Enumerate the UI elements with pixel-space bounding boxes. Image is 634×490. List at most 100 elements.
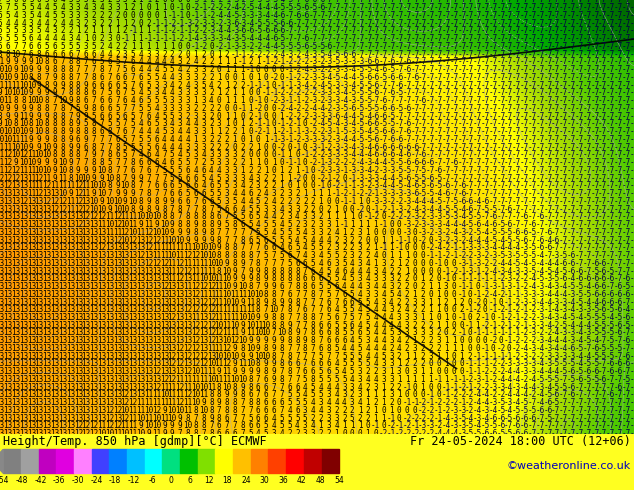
- Text: -7: -7: [598, 143, 607, 151]
- Text: -7: -7: [583, 112, 592, 121]
- Text: -4: -4: [559, 336, 568, 345]
- Text: 5: 5: [186, 189, 190, 198]
- Text: 7: 7: [178, 429, 183, 438]
- Text: 8: 8: [233, 259, 237, 268]
- Text: 2: 2: [428, 321, 433, 330]
- Text: 9: 9: [233, 367, 237, 376]
- Text: -7: -7: [630, 414, 634, 423]
- Text: -3: -3: [309, 112, 318, 121]
- Text: -3: -3: [520, 367, 529, 376]
- Text: 3: 3: [224, 197, 230, 206]
- Text: 1: 1: [381, 398, 386, 407]
- Text: 3: 3: [201, 135, 206, 144]
- Text: 5: 5: [29, 0, 34, 4]
- Text: 10: 10: [97, 189, 107, 198]
- Text: 1: 1: [413, 290, 417, 299]
- Text: 13: 13: [105, 328, 114, 338]
- Text: 6: 6: [107, 57, 112, 67]
- Text: 11: 11: [160, 236, 169, 245]
- Text: 0: 0: [451, 352, 456, 361]
- Text: 9: 9: [53, 158, 57, 167]
- Text: -2: -2: [527, 313, 537, 322]
- Text: 4: 4: [186, 120, 190, 128]
- Text: 2: 2: [248, 120, 253, 128]
- Text: -3: -3: [488, 251, 498, 260]
- Text: 9: 9: [264, 336, 268, 345]
- Text: 5: 5: [107, 120, 112, 128]
- Text: 7: 7: [84, 73, 88, 82]
- Text: 12: 12: [160, 375, 169, 384]
- Text: 5: 5: [154, 73, 159, 82]
- Text: 8: 8: [60, 120, 65, 128]
- Text: 3: 3: [428, 352, 433, 361]
- Text: 6: 6: [280, 398, 284, 407]
- Text: 6: 6: [287, 360, 292, 368]
- Text: -7: -7: [418, 88, 427, 98]
- Text: 13: 13: [97, 352, 107, 361]
- Text: 8: 8: [201, 414, 206, 423]
- Text: 12: 12: [97, 212, 107, 221]
- Text: 3: 3: [334, 414, 339, 423]
- Text: 1: 1: [420, 375, 425, 384]
- Text: -7: -7: [496, 173, 505, 183]
- Text: 2: 2: [100, 11, 104, 20]
- Text: 4: 4: [373, 305, 378, 314]
- Text: 5: 5: [358, 297, 363, 307]
- Text: -7: -7: [441, 197, 451, 206]
- Text: 13: 13: [89, 274, 98, 283]
- Text: 9: 9: [233, 267, 237, 275]
- Text: 13: 13: [82, 282, 91, 291]
- Text: -7: -7: [551, 26, 560, 35]
- Text: -7: -7: [598, 429, 607, 438]
- Text: -7: -7: [481, 135, 490, 144]
- Text: -7: -7: [614, 259, 623, 268]
- Text: 9: 9: [271, 282, 276, 291]
- Text: 5: 5: [44, 42, 49, 51]
- Text: -6: -6: [316, 3, 325, 12]
- Text: 2: 2: [92, 11, 96, 20]
- Text: 11: 11: [246, 297, 255, 307]
- Text: 13: 13: [97, 297, 107, 307]
- Text: 0: 0: [264, 158, 268, 167]
- Text: -6: -6: [543, 228, 552, 237]
- Text: 5: 5: [13, 34, 18, 43]
- Polygon shape: [0, 449, 3, 473]
- Text: -2: -2: [214, 0, 224, 4]
- Text: 11: 11: [214, 313, 224, 322]
- Text: -6: -6: [512, 228, 521, 237]
- Text: -1: -1: [543, 305, 552, 314]
- Text: 2: 2: [209, 120, 214, 128]
- Text: 10: 10: [11, 88, 20, 98]
- Text: -5: -5: [418, 189, 427, 198]
- Text: -5: -5: [246, 3, 255, 12]
- Text: 1: 1: [358, 406, 363, 415]
- Text: -5: -5: [543, 414, 552, 423]
- Text: -2: -2: [418, 429, 427, 438]
- Text: -7: -7: [379, 49, 388, 59]
- Text: 2: 2: [209, 104, 214, 113]
- Text: 0: 0: [428, 383, 433, 392]
- Text: 6: 6: [264, 391, 268, 399]
- Text: 3: 3: [115, 0, 120, 4]
- Text: -7: -7: [418, 19, 427, 28]
- Text: -5: -5: [410, 173, 420, 183]
- Text: 6: 6: [327, 360, 331, 368]
- Text: 13: 13: [160, 367, 169, 376]
- Text: 13: 13: [82, 197, 91, 206]
- Text: 1: 1: [366, 391, 370, 399]
- Text: 9: 9: [271, 344, 276, 353]
- Text: 5: 5: [358, 336, 363, 345]
- Text: 9: 9: [287, 321, 292, 330]
- Text: 7: 7: [240, 406, 245, 415]
- Text: 13: 13: [66, 429, 75, 438]
- Text: 9: 9: [240, 367, 245, 376]
- Text: -4: -4: [574, 313, 584, 322]
- Text: 7: 7: [123, 57, 127, 67]
- Text: 13: 13: [19, 367, 28, 376]
- Text: -1: -1: [496, 282, 505, 291]
- Text: -7: -7: [441, 81, 451, 90]
- Text: -7: -7: [606, 65, 615, 74]
- Text: 13: 13: [0, 244, 4, 252]
- Text: 7: 7: [311, 305, 315, 314]
- Text: -7: -7: [606, 282, 615, 291]
